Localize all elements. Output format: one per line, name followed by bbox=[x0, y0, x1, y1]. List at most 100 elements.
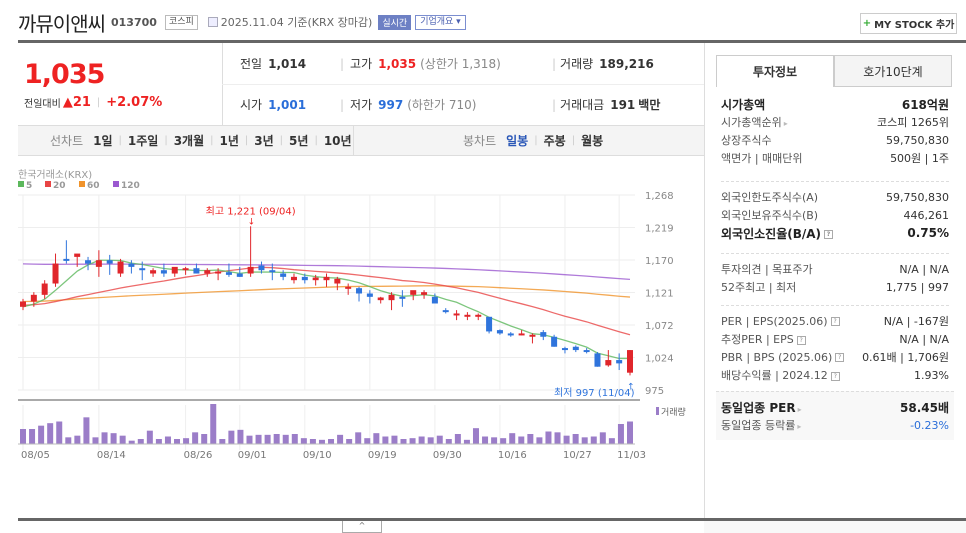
info-section1: 시가총액 618억원 시가총액순위 ▸ 코스피 1265위 상장주식수 59,750,830… bbox=[721, 95, 949, 167]
help-icon[interactable]: ? bbox=[830, 317, 840, 326]
help-icon[interactable]: ? bbox=[824, 229, 834, 239]
change-value: 21 bbox=[72, 95, 91, 110]
info-label: 동일업종 등락률 bbox=[721, 419, 796, 432]
help-icon[interactable]: ? bbox=[830, 371, 840, 381]
info-value: 500원 | 1주 bbox=[890, 152, 949, 165]
info-row: 투자의견 | 목표주가 N/A | N/A bbox=[721, 260, 949, 278]
svg-text:09/30: 09/30 bbox=[433, 450, 462, 460]
info-value: 59,750,830 bbox=[886, 133, 949, 147]
svg-text:120: 120 bbox=[121, 181, 140, 191]
svg-text:1,024: 1,024 bbox=[645, 354, 674, 365]
up-arrow-icon: ▲ bbox=[62, 95, 73, 110]
period-1y[interactable]: 1년 bbox=[219, 134, 239, 148]
info-row: 외국인소진율(B/A)? 0.75% bbox=[721, 224, 949, 242]
info-row[interactable]: 시가총액순위 ▸ 코스피 1265위 bbox=[721, 113, 949, 131]
svg-text:60: 60 bbox=[87, 181, 100, 191]
period-1d[interactable]: 1일 bbox=[93, 134, 113, 148]
info-row: 추정PER | EPS? N/A | N/A bbox=[721, 330, 949, 348]
svg-text:최저 997 (11/04): 최저 997 (11/04) bbox=[554, 387, 635, 399]
add-mystock-button[interactable]: + MY STOCK 추가 bbox=[860, 13, 957, 34]
info-value: 446,261 bbox=[903, 208, 950, 222]
prev-close: 전일 1,014 bbox=[240, 56, 307, 72]
period-3m[interactable]: 3개월 bbox=[173, 134, 205, 148]
period-10y[interactable]: 10년 bbox=[323, 134, 352, 148]
realtime-button[interactable]: 실시간 bbox=[378, 14, 412, 30]
info-value: -0.23% bbox=[910, 418, 949, 432]
open-price: 시가 1,001 bbox=[240, 97, 307, 113]
period-1w[interactable]: 1주일 bbox=[127, 134, 159, 148]
info-label: 동일업종 PER bbox=[721, 400, 796, 415]
change-label: 전일대비 bbox=[24, 99, 61, 110]
stock-header: 까뮤이앤씨 013700 코스피 2025.11.04 기준(KRX 장마감) … bbox=[18, 8, 466, 36]
info-label: PER | EPS(2025.06) bbox=[721, 314, 828, 328]
info-row: PBR | BPS (2025.06)? 0.61배 | 1,706원 bbox=[721, 348, 949, 366]
svg-text:11/03: 11/03 bbox=[617, 450, 646, 460]
svg-text:거래량: 거래량 bbox=[661, 406, 686, 418]
date-info: 2025.11.04 기준(KRX 장마감) bbox=[207, 14, 373, 30]
info-value: 1.93% bbox=[914, 368, 949, 382]
volume: | 거래량 189,216 bbox=[552, 56, 654, 72]
tab-investment-info[interactable]: 투자정보 bbox=[716, 55, 834, 87]
add-mystock-label: MY STOCK 추가 bbox=[874, 20, 955, 31]
svg-text:↑: ↑ bbox=[627, 382, 635, 392]
candlestick-chart[interactable]: 한국거래소(KRX)5 20 60 120 1,268 1,219 1,170 1,121 1,… bbox=[0, 160, 704, 461]
date-text: 2025.11.04 기준(KRX 장마감) bbox=[220, 16, 373, 29]
stock-chart[interactable]: 한국거래소(KRX) 5 20 60 120 1,268 1,219 1,170 1,121 1,… bbox=[0, 160, 704, 461]
market-badge: 코스피 bbox=[164, 14, 198, 30]
svg-text:최고 1,221 (09/04): 최고 1,221 (09/04) bbox=[206, 205, 296, 217]
svg-text:1,121: 1,121 bbox=[645, 289, 674, 300]
chevron-right-icon: ▸ bbox=[797, 404, 802, 414]
svg-text:10/27: 10/27 bbox=[563, 450, 592, 460]
company-name: 까뮤이앤씨 bbox=[18, 11, 106, 36]
svg-text:↓: ↓ bbox=[248, 217, 256, 227]
period-monthly[interactable]: 월봉 bbox=[581, 134, 604, 148]
info-label: 외국인한도주식수(A) bbox=[721, 191, 819, 204]
info-label: 시가총액순위 bbox=[721, 116, 782, 129]
period-daily[interactable]: 일봉 bbox=[506, 134, 529, 148]
help-icon[interactable]: ? bbox=[835, 353, 845, 362]
info-value: 59,750,830 bbox=[886, 190, 949, 204]
investment-info-panel: 투자정보 호가10단계 시가총액 618억원 시가총액순위 ▸ 코스피 1265위 상장주… bbox=[704, 43, 966, 533]
period-5y[interactable]: 5년 bbox=[289, 134, 309, 148]
info-label: 액면가 | 매매단위 bbox=[721, 152, 803, 165]
info-row[interactable]: 동일업종 PER ▸ 58.45배 bbox=[721, 398, 949, 416]
low-price: | 저가 997 (하한가 710) bbox=[340, 97, 477, 113]
info-value: 618억원 bbox=[901, 97, 949, 112]
chevron-right-icon: ▸ bbox=[797, 422, 802, 431]
period-weekly[interactable]: 주봉 bbox=[543, 134, 566, 148]
stock-code: 013700 bbox=[111, 15, 157, 29]
info-value: N/A | N/A bbox=[899, 332, 949, 346]
divider bbox=[18, 40, 966, 43]
price-summary: 1,035 전일대비 ▲ 21 | +2.07% bbox=[18, 43, 223, 125]
svg-text:08/14: 08/14 bbox=[97, 450, 126, 460]
info-label: 추정PER | EPS bbox=[721, 333, 794, 346]
help-icon[interactable]: ? bbox=[796, 335, 806, 345]
svg-text:1,219: 1,219 bbox=[645, 224, 674, 235]
candle-chart-label: 봉차트 bbox=[463, 134, 497, 148]
info-row: 배당수익률 | 2024.12? 1.93% bbox=[721, 366, 949, 384]
chevron-right-icon: ▸ bbox=[783, 119, 788, 128]
svg-text:한국거래소(KRX): 한국거래소(KRX) bbox=[18, 169, 92, 181]
info-row[interactable]: 동일업종 등락률 ▸ -0.23% bbox=[721, 416, 949, 434]
collapse-button[interactable]: ^ bbox=[342, 521, 382, 533]
info-row: 액면가 | 매매단위 500원 | 1주 bbox=[721, 149, 949, 167]
info-section3: 투자의견 | 목표주가 N/A | N/A 52주최고 | 최저 1,775 | 99… bbox=[721, 253, 949, 296]
period-selector: 선차트 1일 | 1주일 | 3개월 | 1년 | 3년 | 5년 | 10년 봉차트 일봉… bbox=[18, 125, 704, 156]
divider bbox=[222, 84, 704, 85]
info-label: 배당수익률 | 2024.12 bbox=[721, 369, 828, 382]
svg-text:09/19: 09/19 bbox=[368, 450, 397, 460]
company-overview-dropdown[interactable]: 기업개요 ▾ bbox=[415, 14, 466, 30]
plus-icon: + bbox=[862, 18, 872, 29]
svg-text:5: 5 bbox=[26, 181, 32, 191]
tab-order-book[interactable]: 호가10단계 bbox=[834, 55, 952, 87]
trade-value: | 거래대금 191 백만 bbox=[552, 97, 661, 113]
period-3y[interactable]: 3년 bbox=[254, 134, 274, 148]
line-chart-periods: 선차트 1일 | 1주일 | 3개월 | 1년 | 3년 | 5년 | 10년 bbox=[50, 134, 352, 148]
info-value: N/A | -167원 bbox=[883, 315, 949, 328]
info-section2: 외국인한도주식수(A) 59,750,830 외국인보유주식수(B) 446,261 외… bbox=[721, 181, 949, 242]
info-row: 52주최고 | 최저 1,775 | 997 bbox=[721, 278, 949, 296]
price-change: 전일대비 ▲ 21 | +2.07% bbox=[24, 95, 163, 110]
info-tabs: 투자정보 호가10단계 bbox=[716, 55, 952, 87]
